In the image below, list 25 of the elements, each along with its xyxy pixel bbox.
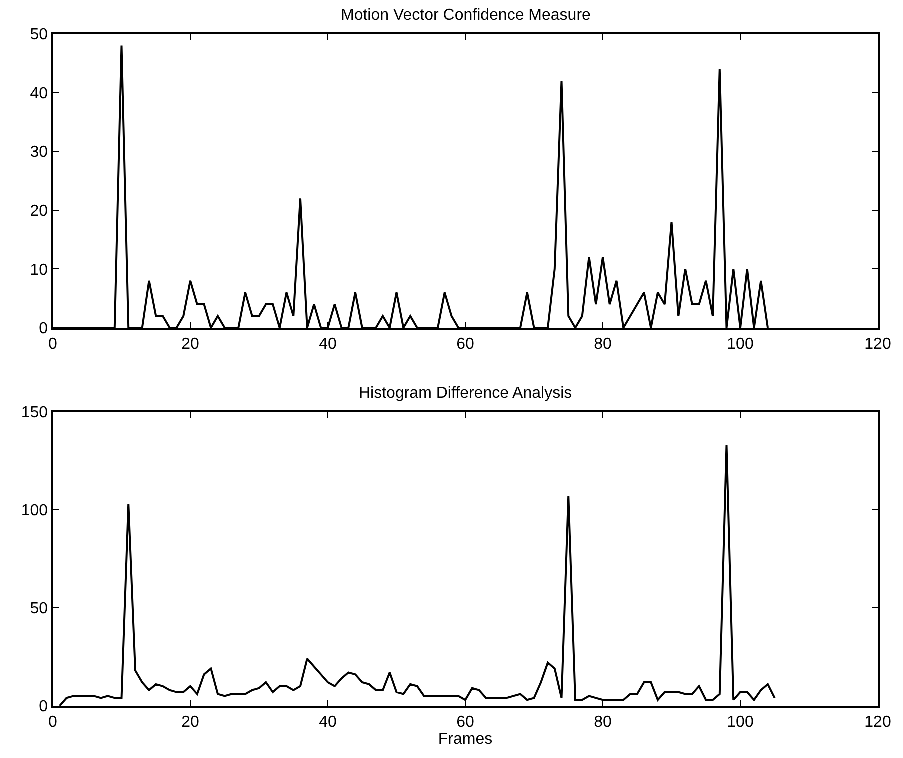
y-tick-label: 0 (39, 320, 48, 338)
y-tick-label: 50 (30, 600, 48, 618)
x-tick-label: 120 (864, 336, 892, 353)
x-tick-label: 100 (727, 336, 754, 353)
x-tick-label: 60 (456, 336, 474, 353)
y-tick-label: 30 (30, 144, 48, 162)
y-tick-label: 100 (21, 502, 48, 520)
y-tick-label: 150 (21, 404, 48, 422)
y-tick-label: 20 (30, 203, 48, 220)
x-tick-label: 20 (182, 714, 200, 731)
y-tick-label: 10 (30, 262, 48, 279)
x-axis-title: Frames (438, 730, 493, 748)
x-tick-label: 60 (456, 714, 474, 731)
y-tick-label: 40 (30, 85, 48, 102)
x-tick-label: 20 (182, 336, 200, 353)
y-tick-label: 0 (39, 698, 48, 716)
chart-title: Histogram Difference Analysis (359, 385, 572, 402)
x-tick-label: 80 (594, 336, 612, 353)
y-tick-label: 50 (30, 26, 48, 44)
x-tick-label: 100 (727, 714, 754, 731)
x-tick-label: 120 (864, 714, 892, 731)
x-tick-label: 40 (319, 336, 337, 353)
x-tick-label: 40 (319, 714, 337, 731)
chart-title: Motion Vector Confidence Measure (341, 7, 592, 24)
x-tick-label: 80 (594, 714, 612, 731)
